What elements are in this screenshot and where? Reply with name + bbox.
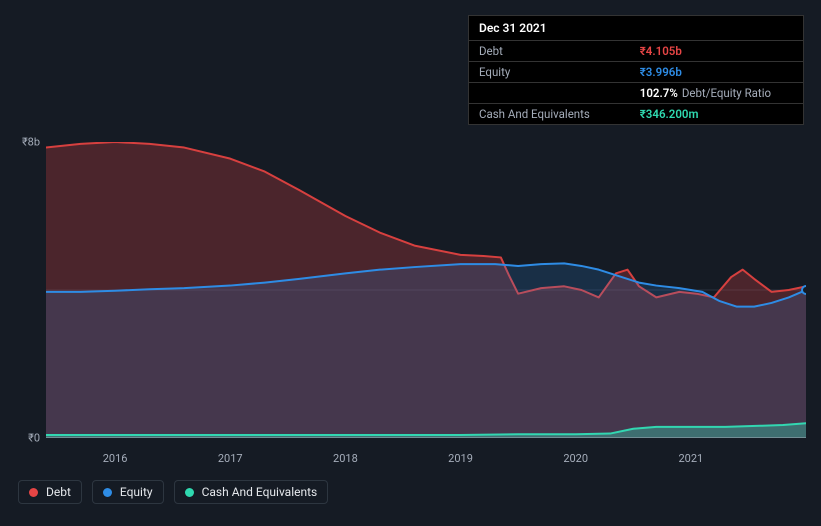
- y-tick-label: ₹8b: [22, 136, 40, 149]
- tooltip-row-label: Debt: [469, 40, 622, 61]
- tooltip-row-value: 102.7%Debt/Equity Ratio: [622, 82, 803, 103]
- x-tick-label: 2021: [678, 452, 703, 465]
- x-tick-label: 2017: [218, 452, 243, 465]
- series-marker: [802, 286, 806, 294]
- chart-tooltip: Dec 31 2021 Debt₹4.105bEquity₹3.996b102.…: [468, 15, 804, 125]
- chart-legend: Debt Equity Cash And Equivalents: [18, 480, 328, 504]
- legend-swatch: [185, 488, 194, 497]
- legend-item-equity[interactable]: Equity: [92, 480, 164, 504]
- legend-swatch: [29, 488, 38, 497]
- tooltip-row-value: ₹4.105b: [622, 40, 803, 61]
- legend-swatch: [103, 488, 112, 497]
- tooltip-row-label: Equity: [469, 61, 622, 82]
- legend-label: Debt: [46, 485, 71, 499]
- chart-svg: [46, 142, 806, 438]
- legend-item-cash-and-equivalents[interactable]: Cash And Equivalents: [174, 480, 329, 504]
- tooltip-row-value: ₹346.200m: [622, 103, 803, 124]
- x-tick-label: 2019: [448, 452, 473, 465]
- tooltip-row-label: Cash And Equivalents: [469, 103, 622, 124]
- x-tick-label: 2020: [563, 452, 588, 465]
- legend-label: Equity: [120, 485, 153, 499]
- legend-item-debt[interactable]: Debt: [18, 480, 82, 504]
- x-tick-label: 2016: [103, 452, 128, 465]
- legend-label: Cash And Equivalents: [202, 485, 318, 499]
- tooltip-row-value: ₹3.996b: [622, 61, 803, 82]
- x-tick-label: 2018: [333, 452, 358, 465]
- tooltip-body: Debt₹4.105bEquity₹3.996b102.7%Debt/Equit…: [469, 40, 803, 124]
- tooltip-date: Dec 31 2021: [469, 16, 803, 40]
- tooltip-row-label: [469, 82, 622, 103]
- chart-plot-area: [46, 142, 806, 438]
- y-tick-label: ₹0: [28, 432, 40, 445]
